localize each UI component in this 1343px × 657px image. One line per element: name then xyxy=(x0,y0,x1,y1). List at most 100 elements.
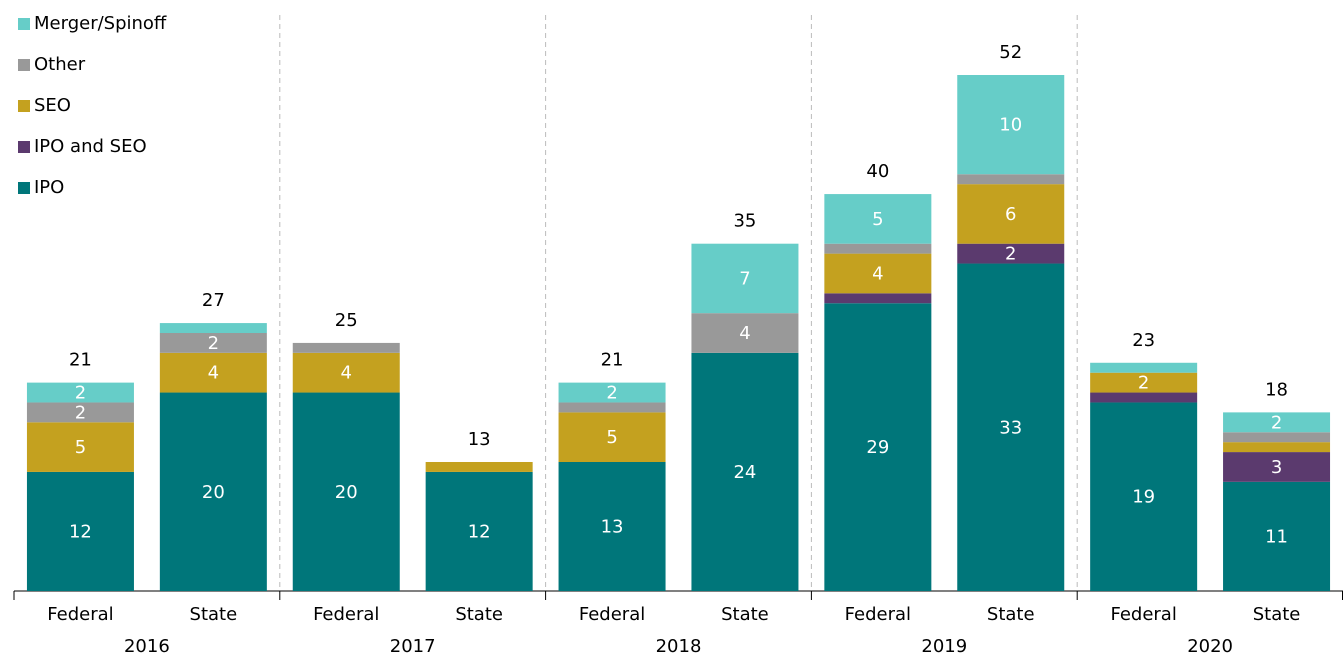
bar-segment xyxy=(1223,412,1331,433)
legend-label: IPO and SEO xyxy=(34,136,147,157)
bar-segment xyxy=(26,422,134,472)
data-label: 20 xyxy=(335,482,358,503)
bar-segment xyxy=(957,75,1065,175)
total-label: 21 xyxy=(69,350,92,371)
bar-segment xyxy=(159,323,267,333)
legend-swatch xyxy=(18,59,30,71)
total-label: 25 xyxy=(335,310,358,331)
bar-segment xyxy=(957,243,1065,264)
group-label: 2018 xyxy=(656,636,702,657)
bar-segment xyxy=(1090,392,1198,403)
data-label: 2 xyxy=(1005,244,1016,265)
data-label: 33 xyxy=(999,417,1022,438)
data-label: 13 xyxy=(601,517,624,538)
bar-segment xyxy=(425,471,533,591)
bar-segment xyxy=(558,412,666,462)
bar-segment xyxy=(292,352,400,393)
bar-segment xyxy=(691,243,799,314)
x-tick-label: State xyxy=(1253,604,1301,625)
legend-swatch xyxy=(18,182,30,194)
data-label: 5 xyxy=(75,437,86,458)
data-label: 24 xyxy=(733,462,756,483)
x-tick-label: State xyxy=(190,604,238,625)
data-label: 2 xyxy=(208,333,219,354)
bar-segment xyxy=(691,352,799,591)
bar-segment xyxy=(957,184,1065,244)
data-label: 10 xyxy=(999,115,1022,136)
bar-segment xyxy=(824,303,932,591)
data-label: 19 xyxy=(1132,487,1155,508)
legend-label: SEO xyxy=(34,95,71,116)
data-label: 2 xyxy=(1138,373,1149,394)
bar-segment xyxy=(1090,402,1198,591)
data-label: 4 xyxy=(341,363,352,384)
bar-segment xyxy=(26,402,134,423)
legend-swatch xyxy=(18,141,30,153)
data-label: 5 xyxy=(872,209,883,230)
legend-label: Merger/Spinoff xyxy=(34,13,167,34)
bar-segment xyxy=(824,243,932,254)
x-tick-label: Federal xyxy=(1110,604,1176,625)
total-label: 27 xyxy=(202,290,225,311)
data-label: 11 xyxy=(1265,526,1288,547)
data-label: 5 xyxy=(606,427,617,448)
data-label: 2 xyxy=(75,383,86,404)
total-label: 52 xyxy=(999,42,1022,63)
data-label: 2 xyxy=(75,402,86,423)
bar-segment xyxy=(1090,362,1198,373)
bar-segment xyxy=(1223,452,1331,482)
data-label: 29 xyxy=(866,437,889,458)
x-tick-label: Federal xyxy=(313,604,379,625)
x-tick-label: Federal xyxy=(579,604,645,625)
bar-segment xyxy=(1090,372,1198,393)
data-label: 4 xyxy=(208,363,219,384)
bar-segment xyxy=(1223,442,1331,453)
data-label: 2 xyxy=(606,383,617,404)
total-label: 18 xyxy=(1265,379,1288,400)
data-label: 4 xyxy=(872,263,883,284)
bar-segment xyxy=(558,462,666,591)
total-label: 35 xyxy=(733,211,756,232)
data-label: 6 xyxy=(1005,204,1016,225)
bar-segment xyxy=(425,462,533,472)
bar-segment xyxy=(691,313,799,353)
bar-segment xyxy=(957,174,1065,185)
x-tick-label: Federal xyxy=(47,604,113,625)
data-label: 20 xyxy=(202,482,225,503)
group-label: 2019 xyxy=(921,636,967,657)
bar-segment xyxy=(824,194,932,244)
total-label: 13 xyxy=(468,429,491,450)
data-label: 4 xyxy=(739,323,750,344)
total-label: 21 xyxy=(601,350,624,371)
bar-segment xyxy=(558,402,666,413)
data-label: 12 xyxy=(69,521,92,542)
x-tick-label: State xyxy=(987,604,1035,625)
x-tick-label: State xyxy=(455,604,503,625)
legend-label: Other xyxy=(34,54,86,75)
group-label: 2020 xyxy=(1187,636,1233,657)
bar-segment xyxy=(26,382,134,403)
x-tick-label: Federal xyxy=(845,604,911,625)
legend-swatch xyxy=(18,100,30,112)
bar-segment xyxy=(26,471,134,591)
x-tick-label: State xyxy=(721,604,769,625)
group-label: 2016 xyxy=(124,636,170,657)
total-label: 40 xyxy=(866,161,889,182)
data-label: 12 xyxy=(468,521,491,542)
data-label: 3 xyxy=(1271,457,1282,478)
bar-segment xyxy=(558,382,666,403)
bar-segment xyxy=(1223,481,1331,591)
bar-segment xyxy=(824,253,932,294)
bar-segment xyxy=(159,392,267,591)
total-label: 23 xyxy=(1132,330,1155,351)
group-label: 2017 xyxy=(390,636,436,657)
bar-segment xyxy=(159,333,267,353)
bar-segment xyxy=(957,263,1065,591)
bar-segment xyxy=(824,293,932,304)
bar-segment xyxy=(292,392,400,591)
data-label: 2 xyxy=(1271,412,1282,433)
legend-swatch xyxy=(18,18,30,30)
legend-label: IPO xyxy=(34,177,64,198)
data-label: 7 xyxy=(739,268,750,289)
